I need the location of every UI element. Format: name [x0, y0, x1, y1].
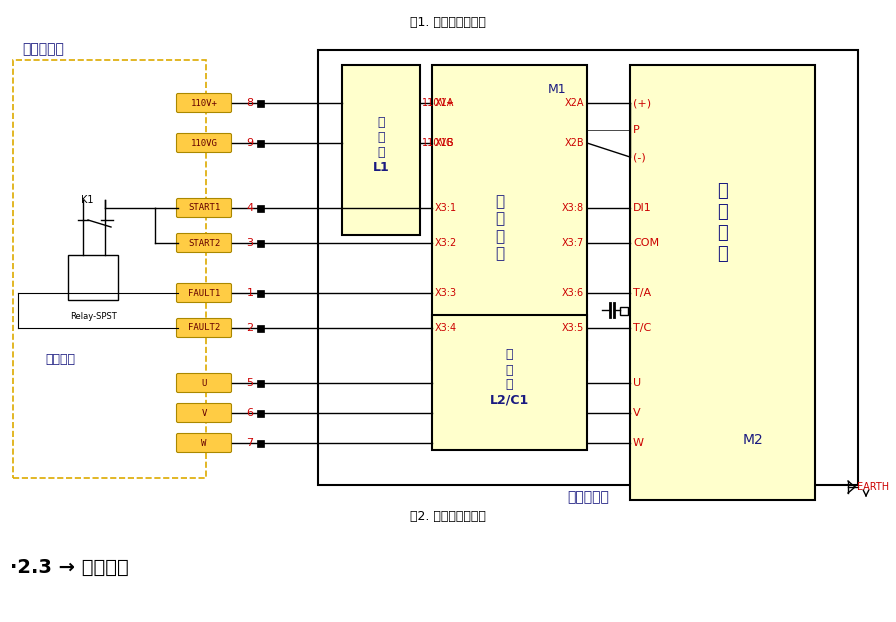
Bar	[257, 289, 264, 297]
Text: X3:2: X3:2	[435, 238, 457, 248]
FancyBboxPatch shape	[177, 233, 231, 253]
Bar	[257, 205, 264, 211]
Text: 5: 5	[246, 378, 254, 388]
Text: FAULT2: FAULT2	[188, 323, 220, 333]
Text: 110VG: 110VG	[422, 138, 454, 148]
Text: 1: 1	[246, 288, 254, 298]
Text: 滤
波
器
L2/C1: 滤 波 器 L2/C1	[490, 348, 530, 407]
Bar	[257, 100, 264, 106]
Text: X2A: X2A	[564, 98, 584, 108]
Text: T/C: T/C	[633, 323, 651, 333]
Bar	[257, 325, 264, 332]
Bar	[257, 379, 264, 386]
Text: ·2.3 → 保护功能: ·2.3 → 保护功能	[10, 558, 129, 577]
Text: M2: M2	[742, 433, 762, 447]
FancyBboxPatch shape	[177, 318, 231, 338]
Text: 110VG: 110VG	[191, 139, 218, 147]
Text: W: W	[202, 439, 207, 447]
FancyBboxPatch shape	[177, 93, 231, 113]
Text: 3: 3	[246, 238, 254, 248]
Text: 逆
变
模
块: 逆 变 模 块	[717, 182, 728, 262]
Text: DI1: DI1	[633, 203, 651, 213]
Text: EARTH: EARTH	[857, 482, 889, 492]
FancyBboxPatch shape	[177, 198, 231, 218]
Bar	[630, 65, 815, 500]
Text: V: V	[633, 408, 641, 418]
Text: P: P	[633, 125, 640, 135]
Text: 7: 7	[246, 438, 254, 448]
FancyBboxPatch shape	[177, 404, 231, 422]
Text: 图1. 系统原理图框图: 图1. 系统原理图框图	[410, 16, 486, 29]
Text: 故障反馈: 故障反馈	[45, 353, 75, 366]
Text: M1: M1	[547, 83, 566, 96]
Text: 9: 9	[246, 138, 254, 148]
Text: 升
压
模
块: 升 压 模 块	[495, 194, 504, 261]
Bar	[620, 307, 628, 315]
Text: X3:3: X3:3	[435, 288, 457, 298]
Text: T/A: T/A	[633, 288, 651, 298]
Text: X3:6: X3:6	[562, 288, 584, 298]
Text: V: V	[202, 409, 207, 417]
Text: 滤
波
器
L1: 滤 波 器 L1	[373, 116, 390, 174]
Text: X3:7: X3:7	[562, 238, 584, 248]
Text: (+): (+)	[633, 98, 651, 108]
Text: 6: 6	[246, 408, 254, 418]
Bar	[257, 409, 264, 417]
Text: 2: 2	[246, 323, 254, 333]
Text: 110V+: 110V+	[422, 98, 455, 108]
Text: START1: START1	[188, 203, 220, 213]
Text: 110V+: 110V+	[191, 98, 218, 108]
Text: W: W	[633, 438, 644, 448]
Text: X3:8: X3:8	[562, 203, 584, 213]
Text: FAULT1: FAULT1	[188, 289, 220, 297]
Bar	[257, 139, 264, 147]
Text: U: U	[202, 379, 207, 388]
Text: X3:1: X3:1	[435, 203, 457, 213]
Bar	[342, 65, 420, 235]
Text: X3:4: X3:4	[435, 323, 457, 333]
Text: X2B: X2B	[564, 138, 584, 148]
Bar	[68, 255, 118, 300]
Bar	[257, 440, 264, 447]
Text: 图2. 系统连线示意图: 图2. 系统连线示意图	[410, 510, 486, 523]
Text: K1: K1	[81, 195, 93, 205]
FancyBboxPatch shape	[177, 373, 231, 392]
FancyBboxPatch shape	[177, 284, 231, 302]
FancyBboxPatch shape	[177, 134, 231, 152]
Text: 4: 4	[246, 203, 254, 213]
Text: 紧急逆变器: 紧急逆变器	[567, 490, 609, 504]
Text: U: U	[633, 378, 642, 388]
Bar	[432, 315, 587, 450]
Text: X1B: X1B	[435, 138, 454, 148]
Text: COM: COM	[633, 238, 659, 248]
Bar	[432, 65, 587, 360]
Bar	[257, 239, 264, 246]
Text: 8: 8	[246, 98, 254, 108]
Text: (-): (-)	[633, 152, 646, 162]
Text: 空调控制器: 空调控制器	[22, 42, 64, 56]
Text: START2: START2	[188, 238, 220, 248]
Text: X1A: X1A	[435, 98, 454, 108]
Text: X3:5: X3:5	[562, 323, 584, 333]
Bar	[13, 60, 206, 478]
Text: Relay-SPST: Relay-SPST	[70, 312, 116, 321]
FancyBboxPatch shape	[177, 434, 231, 452]
Bar	[318, 50, 858, 485]
